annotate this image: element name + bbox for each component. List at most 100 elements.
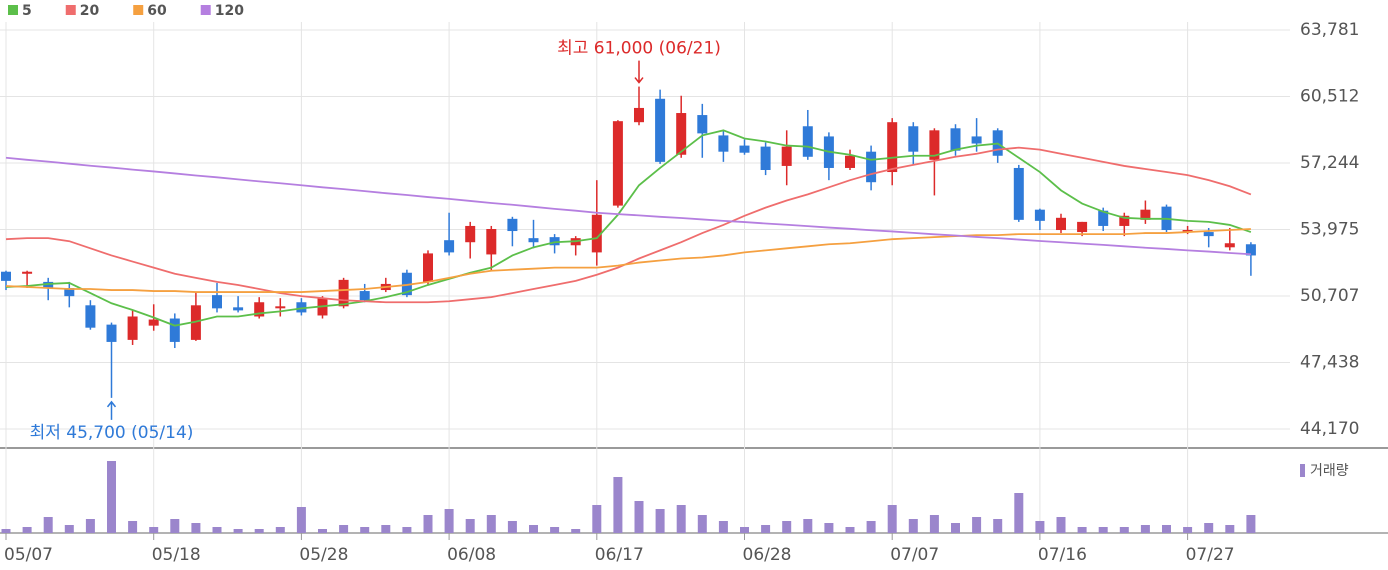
x-tick-label: 05/07 (4, 545, 53, 565)
candle-body (1034, 209, 1045, 221)
candle-body (127, 316, 138, 340)
volume-bar (149, 527, 159, 533)
volume-bar (1140, 525, 1150, 533)
candle-body (1224, 243, 1235, 248)
ma-line (5, 129, 1252, 327)
grid (0, 22, 1290, 540)
x-tick-label: 07/16 (1038, 545, 1087, 565)
candle-body (338, 279, 349, 307)
candle-body (908, 126, 919, 152)
y-tick-label: 50,707 (1300, 286, 1359, 306)
volume-bar (212, 527, 222, 533)
y-tick-label: 44,170 (1300, 419, 1359, 439)
volume-bar (85, 519, 95, 533)
candle-body (887, 122, 898, 173)
volume-bar (318, 529, 327, 533)
volume-bar (550, 527, 560, 533)
candle-body (866, 151, 877, 183)
candle-body (802, 126, 813, 157)
candle-body (781, 146, 792, 166)
candle-body (655, 98, 666, 162)
candle-body (359, 291, 370, 301)
volume-bar (1056, 517, 1066, 533)
candle-body (697, 115, 708, 134)
volume-bar (170, 519, 180, 533)
candle-body (507, 218, 518, 232)
y-tick-label: 47,438 (1300, 353, 1359, 373)
volume-bar (676, 505, 686, 533)
candle-body (676, 113, 687, 155)
volume-bar (465, 519, 475, 533)
candle-body (1098, 210, 1109, 226)
x-tick-label: 06/28 (743, 545, 792, 565)
candle-body (486, 229, 497, 255)
volume-bar (740, 527, 749, 533)
volume-bar (486, 515, 496, 533)
candle-body (1013, 167, 1024, 220)
volume-bar (634, 501, 644, 533)
candle-body (106, 324, 117, 342)
candle-body (423, 253, 433, 282)
candle-body (1203, 232, 1214, 237)
ma-line (5, 228, 1251, 293)
candle-body (22, 271, 33, 274)
candle-body (1245, 244, 1256, 256)
volume-bar (845, 527, 855, 533)
candle-body (718, 135, 729, 152)
volume-bar (507, 521, 517, 533)
volume-bar (529, 525, 538, 533)
volume-bar (655, 509, 665, 533)
candle-body (85, 305, 96, 328)
volume-bar (1183, 527, 1193, 533)
legend-label: 5 (22, 3, 32, 19)
volume-bar (908, 519, 918, 533)
legend-swatch (65, 5, 76, 15)
volume-bar (360, 527, 370, 533)
volume-bar (1119, 527, 1129, 533)
candle-body (549, 237, 560, 246)
candle-body (1077, 221, 1088, 233)
candle-body (739, 145, 750, 153)
candle-body (296, 302, 307, 313)
volume-bar (423, 515, 433, 533)
volume-bar (275, 527, 285, 533)
x-tick-label: 07/07 (890, 545, 939, 565)
candle-body (1, 271, 11, 281)
x-tick-label: 07/27 (1186, 545, 1235, 565)
volume-bar (1204, 523, 1214, 533)
volume-bar (1162, 525, 1171, 533)
candle-body (444, 240, 455, 253)
candle-body (43, 281, 54, 289)
x-tick-label: 06/08 (447, 545, 496, 565)
volume-bar (1098, 527, 1108, 533)
volume-bar (381, 525, 391, 533)
min-annotation: 최저 45,700 (05/14) (30, 423, 194, 443)
volume-bar (993, 519, 1003, 533)
candle-body (971, 136, 982, 144)
candle-body (845, 155, 855, 168)
max-annotation: 최고 61,000 (06/21) (557, 39, 721, 59)
volume-bar (718, 521, 728, 533)
volume-bar (1246, 515, 1256, 533)
candle-body (1140, 209, 1151, 220)
candle-body (233, 307, 244, 311)
volume-bar (697, 515, 707, 533)
y-tick-label: 60,512 (1300, 87, 1359, 107)
y-tick-label: 63,781 (1300, 20, 1359, 40)
candle-body (190, 305, 201, 340)
volume-bar (22, 527, 32, 533)
candle-body (254, 302, 265, 317)
volume-bar (43, 517, 53, 533)
volume-bar (782, 521, 792, 533)
volume-bar (1077, 527, 1087, 533)
volume-bar (233, 529, 243, 533)
volume-bar (929, 515, 939, 533)
y-tick-label: 57,244 (1300, 153, 1359, 173)
candle-body (929, 130, 940, 160)
volume-bar (1035, 521, 1045, 533)
volume-bar (64, 525, 74, 533)
candle-body (401, 272, 412, 296)
volume-bar (254, 529, 264, 533)
volume-bar (972, 517, 982, 533)
legend-label: 60 (147, 3, 167, 19)
